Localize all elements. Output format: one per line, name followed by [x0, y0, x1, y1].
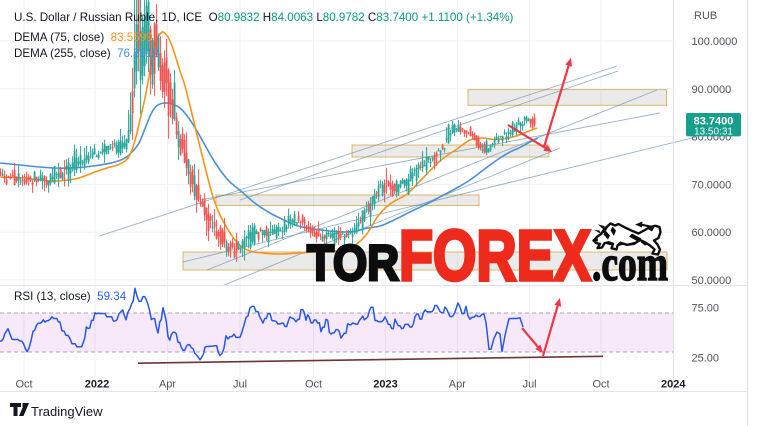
svg-text:DEMA (255, close) 76.8612: DEMA (255, close) 76.8612: [14, 47, 159, 60]
svg-text:DEMA (75, close) 83.5599: DEMA (75, close) 83.5599: [14, 31, 153, 44]
svg-text:2024: 2024: [661, 379, 686, 391]
svg-text:90.0000: 90.0000: [692, 84, 732, 96]
svg-text:13:50:31: 13:50:31: [694, 127, 733, 138]
svg-text:Apr: Apr: [159, 379, 176, 391]
svg-text:Oct: Oct: [15, 379, 32, 391]
svg-text:Apr: Apr: [449, 379, 466, 391]
svg-text:Jul: Jul: [523, 379, 537, 391]
svg-text:Jul: Jul: [233, 379, 247, 391]
svg-text:100.0000: 100.0000: [692, 36, 738, 48]
svg-text:83.7400: 83.7400: [694, 116, 734, 128]
svg-text:TradingView: TradingView: [31, 404, 103, 419]
svg-text:U.S. Dollar / Russian Ruble, 1: U.S. Dollar / Russian Ruble, 1D, ICE O80…: [14, 11, 514, 24]
svg-text:75.00: 75.00: [692, 303, 720, 315]
svg-text:RUB: RUB: [694, 10, 717, 22]
svg-text:TOR: TOR: [307, 235, 399, 291]
svg-text:2022: 2022: [85, 379, 109, 391]
svg-text:60.0000: 60.0000: [692, 227, 732, 239]
svg-text:Oct: Oct: [305, 379, 322, 391]
svg-text:FOREX: FOREX: [399, 217, 591, 296]
svg-text:Oct: Oct: [592, 379, 609, 391]
svg-text:70.0000: 70.0000: [692, 179, 732, 191]
svg-text:RSI (13, close) 59.34: RSI (13, close) 59.34: [14, 290, 127, 303]
svg-text:25.00: 25.00: [692, 353, 720, 365]
svg-text:2023: 2023: [373, 379, 397, 391]
svg-text:50.0000: 50.0000: [692, 275, 732, 287]
